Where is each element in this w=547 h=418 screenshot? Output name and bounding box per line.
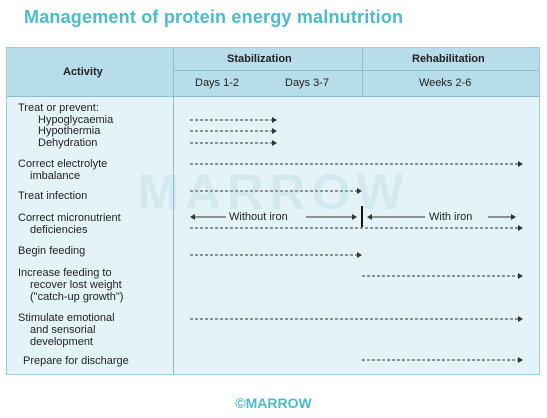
increase-feeding-arrow-head	[518, 273, 523, 279]
with-iron-label: With iron	[427, 211, 475, 223]
header-days-cell	[174, 71, 362, 96]
discharge-arrow-head	[518, 357, 523, 363]
days-3-7-label: Days 3-7	[285, 77, 330, 89]
activity-label: Hypoglycaemia	[38, 114, 113, 126]
activity-label-line: Prepare for discharge	[23, 355, 129, 367]
footer-logo: ©MARROW	[235, 395, 312, 411]
activity-label-line: recover lost weight	[30, 279, 122, 291]
activity-label-line: Treat or prevent:	[18, 102, 99, 114]
activity-header: Activity	[63, 66, 103, 78]
activity-label: Prepare for discharge	[23, 355, 129, 367]
activity-label-line: Begin feeding	[18, 245, 86, 257]
header-rehabilitation-cell	[363, 48, 539, 70]
header-weeks-cell	[363, 71, 539, 96]
page-title: Management of protein energy malnutritio…	[24, 7, 404, 27]
activity-label: Treat infection	[18, 190, 87, 202]
activity-label: Correct micronutrient deficiencies	[18, 212, 121, 236]
activity-label: Increase feeding to recover lost weight ("…	[18, 267, 123, 303]
days-1-2-label: Days 1-2	[195, 77, 240, 89]
activity-label-line: Hypothermia	[38, 125, 101, 137]
activity-label-line: Hypoglycaemia	[38, 114, 114, 126]
activity-label-line: Increase feeding to	[18, 267, 112, 279]
activity-label: Correct electrolyte imbalance	[18, 158, 107, 182]
rehabilitation-header: Rehabilitation	[412, 53, 485, 65]
without-iron-arrow-right-head	[352, 214, 357, 220]
dehydration-arrow-head	[272, 140, 277, 146]
electrolyte-arrow-head	[518, 161, 523, 167]
begin-feeding-arrow-head	[357, 252, 362, 258]
micronutrient-dashed-arrow-head	[518, 225, 523, 231]
activity-label-line: development	[30, 336, 93, 348]
hypothermia-arrow-head	[272, 128, 277, 134]
activity-label-line: Stimulate emotional	[18, 312, 115, 324]
activity-label-line: Treat infection	[18, 190, 88, 202]
activity-label-line: ("catch-up growth")	[30, 291, 124, 303]
with-iron-arrow-left-head	[367, 214, 372, 220]
activity-label-line: deficiencies	[30, 224, 88, 236]
activity-label: Begin feeding	[18, 245, 85, 257]
with-iron-arrow-right-head	[511, 214, 516, 220]
activity-label-line: Dehydration	[38, 137, 98, 149]
without-iron-arrow-left-head	[190, 214, 195, 220]
activity-label-line: Correct micronutrient	[18, 212, 121, 224]
activity-label-line: imbalance	[30, 170, 81, 182]
activity-label: Stimulate emotional and sensorial developm…	[18, 312, 115, 348]
infection-arrow-head	[357, 188, 362, 194]
activity-label: Hypothermia	[38, 125, 100, 137]
activity-label-line: Correct electrolyte	[18, 158, 108, 170]
weeks-2-6-label: Weeks 2-6	[419, 77, 472, 89]
activity-label: Treat or prevent:	[18, 102, 99, 114]
without-iron-label: Without iron	[227, 211, 290, 223]
activity-label-line: and sensorial	[30, 324, 96, 336]
header-stabilization-cell	[174, 48, 362, 70]
header-activity-cell	[7, 48, 173, 96]
hypoglycaemia-arrow-head	[272, 117, 277, 123]
stimulate-arrow-head	[518, 316, 523, 322]
activity-label: Dehydration	[38, 137, 97, 149]
stabilization-header: Stabilization	[227, 53, 292, 65]
